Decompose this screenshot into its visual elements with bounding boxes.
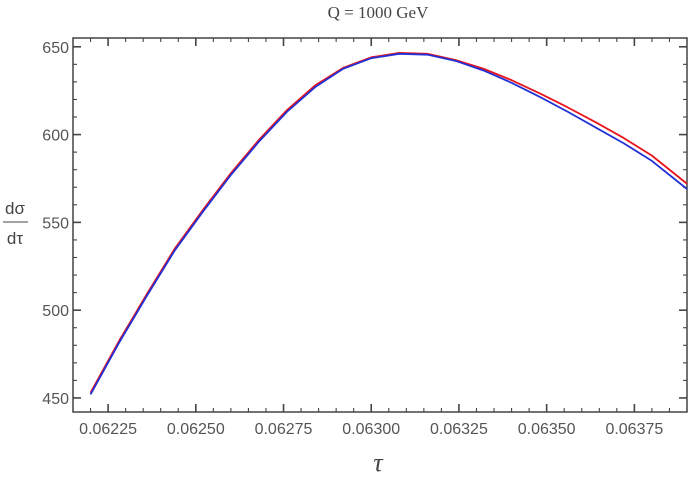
series-line-1	[89, 52, 688, 394]
x-tick-label: 0.06275	[255, 421, 313, 438]
y-axis-label: dσ dτ	[3, 199, 28, 248]
y-axis-label-numerator: dσ	[5, 199, 25, 218]
y-tick-label: 450	[42, 391, 69, 408]
x-tick-label: 0.06375	[605, 421, 663, 438]
x-tick-labels: 0.06225 0.06250 0.06275 0.06300 0.06325 0.063…	[79, 421, 663, 438]
x-tick-label: 0.06325	[430, 421, 488, 438]
x-tick-label: 0.06250	[167, 421, 225, 438]
series-line-2	[89, 52, 688, 395]
y-tick-label: 500	[42, 303, 69, 320]
x-axis-label: τ	[373, 448, 384, 477]
x-tick-label: 0.06225	[79, 421, 137, 438]
axis-ticks	[72, 38, 688, 412]
chart-title: Q = 1000 GeV	[328, 3, 429, 22]
plot-frame	[72, 37, 688, 413]
x-tick-label: 0.06300	[342, 421, 400, 438]
y-tick-label: 600	[42, 128, 69, 145]
series-group	[89, 52, 688, 395]
y-tick-labels: 450 500 550 600 650	[42, 40, 69, 408]
y-tick-label: 650	[42, 40, 69, 57]
y-tick-label: 550	[42, 215, 69, 232]
y-axis-label-denominator: dτ	[7, 229, 23, 248]
x-tick-label: 0.06350	[518, 421, 576, 438]
